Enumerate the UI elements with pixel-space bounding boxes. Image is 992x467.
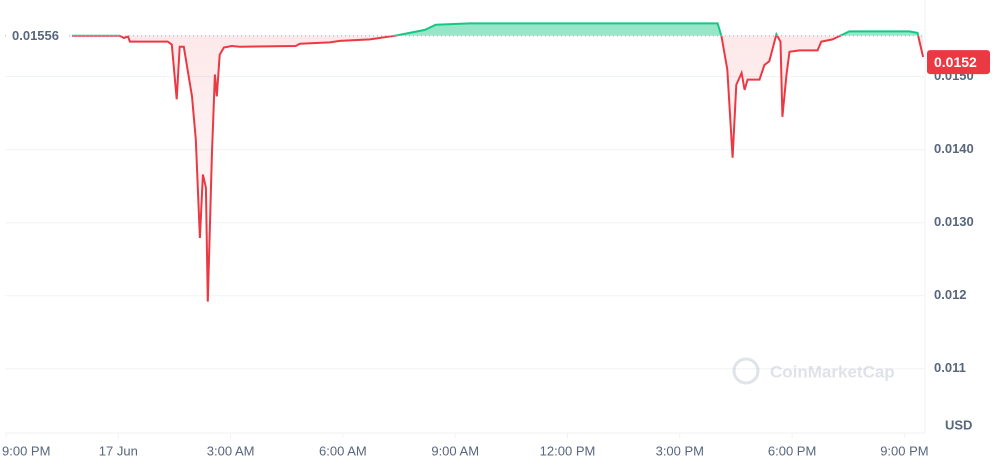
y-tick-label: 0.011 (934, 360, 966, 375)
price-tag-label: 0.0152 (934, 54, 977, 70)
price-line-down (71, 35, 925, 302)
x-tick-label: 9:00 AM (431, 443, 479, 458)
price-tag (927, 50, 990, 75)
watermark-text: CoinMarketCap (770, 362, 895, 381)
area-up (394, 23, 919, 36)
y-unit: USD (945, 417, 972, 432)
x-tick-label: 12:00 PM (540, 443, 596, 458)
y-tick-label: 0.012 (934, 287, 967, 302)
area-down (71, 35, 924, 302)
x-tick-label: 9:00 PM (880, 443, 928, 458)
watermark: CoinMarketCap (732, 357, 895, 385)
y-tick-label: 0.0140 (934, 141, 974, 156)
x-tick-label: 6:00 AM (319, 443, 367, 458)
x-tick-label: 3:00 PM (656, 443, 704, 458)
price-line-up (71, 22, 920, 36)
x-tick-label: 17 Jun (99, 443, 138, 458)
baseline-label-bg (7, 25, 69, 46)
x-tick-label: 6:00 PM (768, 443, 816, 458)
x-tick-label: 9:00 PM (2, 443, 50, 458)
x-tick-label: 3:00 AM (207, 443, 255, 458)
baseline-label: 0.01556 (12, 28, 59, 43)
y-tick-label: 0.0130 (934, 214, 974, 229)
